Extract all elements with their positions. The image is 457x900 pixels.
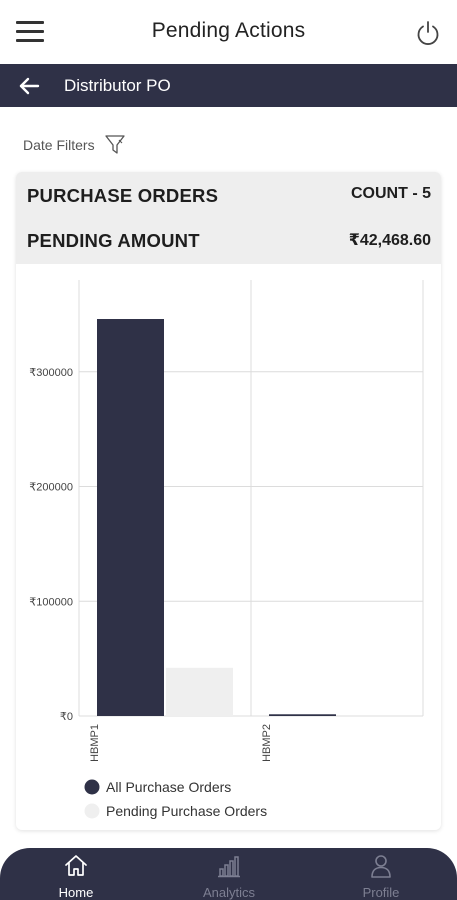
- nav-label-profile: Profile: [362, 885, 400, 900]
- profile-icon: [371, 855, 391, 878]
- nav-item-home[interactable]: Home: [16, 848, 136, 900]
- sub-header-title: Distributor PO: [64, 76, 171, 95]
- x-category-label: HBMP1: [89, 724, 101, 762]
- back-arrow-icon[interactable]: [18, 75, 40, 97]
- nav-label-home: Home: [58, 885, 94, 900]
- y-tick-label: ₹0: [60, 711, 73, 723]
- top-app-bar: Pending Actions: [0, 0, 457, 64]
- pending-amount-label: PENDING AMOUNT: [27, 230, 200, 251]
- page-title: Pending Actions: [151, 19, 306, 42]
- bottom-navigation: Home Analytics Profile: [0, 848, 457, 900]
- pending-amount-value: ₹42,468.60: [348, 232, 431, 249]
- bar-hbmp2-series-1: [269, 714, 336, 716]
- legend-swatch: [84, 779, 100, 795]
- y-tick-label: ₹100000: [29, 596, 73, 608]
- filter-icon[interactable]: [104, 134, 125, 156]
- legend-label: All Purchase Orders: [106, 779, 231, 795]
- sub-header-bar: Distributor PO: [0, 64, 457, 107]
- bar-hbmp1-series-1: [97, 319, 164, 716]
- purchase-orders-label: PURCHASE ORDERS: [27, 185, 219, 206]
- home-icon: [65, 855, 87, 876]
- nav-item-analytics[interactable]: Analytics: [169, 848, 289, 900]
- hamburger-menu-icon[interactable]: [16, 21, 44, 43]
- nav-item-profile[interactable]: Profile: [321, 848, 441, 900]
- x-category-label: HBMP2: [261, 724, 273, 762]
- legend-label: Pending Purchase Orders: [106, 803, 267, 819]
- analytics-icon: [218, 856, 240, 878]
- summary-panel: PURCHASE ORDERS COUNT - 5 PENDING AMOUNT…: [16, 172, 441, 264]
- purchase-orders-count: COUNT - 5: [351, 185, 431, 202]
- purchase-orders-card: PURCHASE ORDERS COUNT - 5 PENDING AMOUNT…: [16, 172, 441, 830]
- y-tick-label: ₹200000: [29, 482, 73, 494]
- bar-hbmp1-series-2: [166, 667, 233, 716]
- date-filters-label: Date Filters: [23, 137, 95, 153]
- nav-label-analytics: Analytics: [202, 885, 256, 900]
- purchase-orders-chart: ₹0 ₹100000 ₹200000 ₹300000 HBMP1 HBMP2 All Pur…: [29, 280, 424, 819]
- y-tick-label: ₹300000: [29, 367, 73, 379]
- legend-swatch: [84, 803, 100, 819]
- power-icon[interactable]: [414, 19, 442, 47]
- date-filters-button[interactable]: Date Filters: [23, 132, 125, 158]
